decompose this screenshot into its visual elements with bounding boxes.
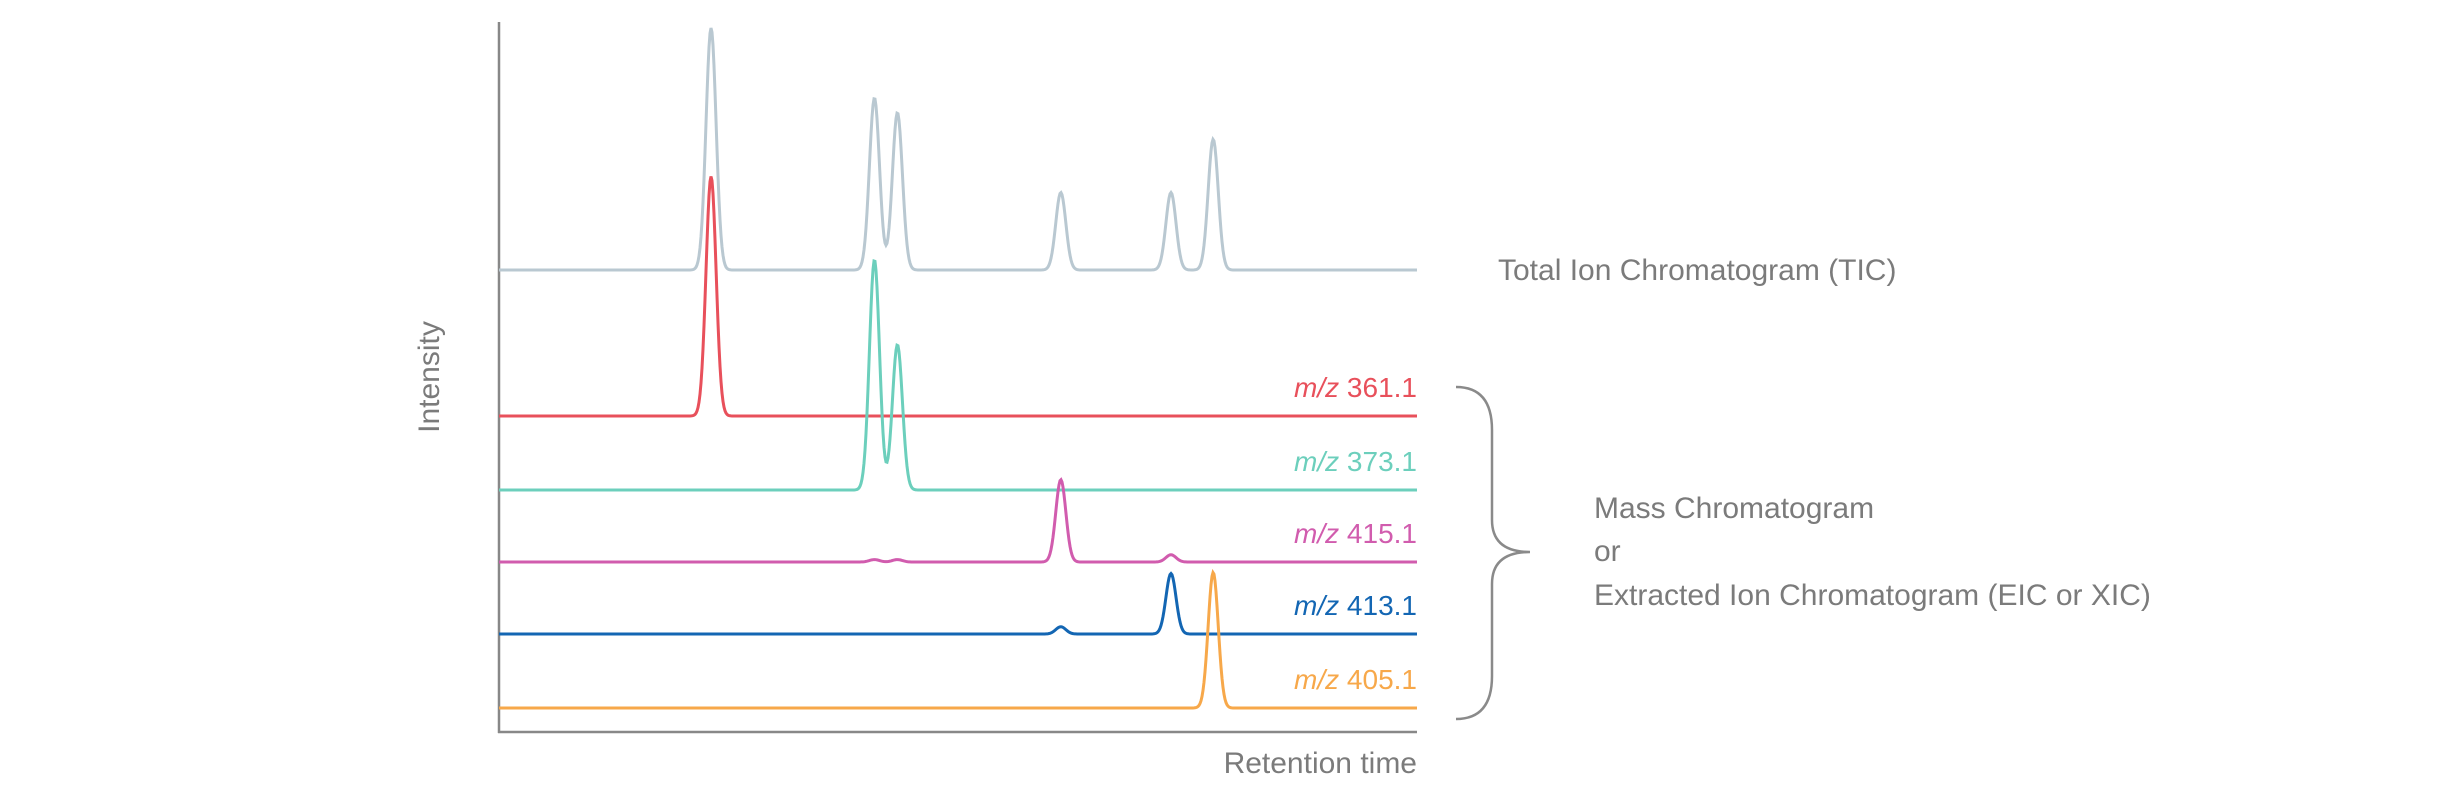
trace (499, 568, 1417, 710)
series-label: m/z 373.1 (1294, 446, 1417, 477)
x-axis-label: Retention time (1224, 747, 1417, 780)
trace (499, 27, 1417, 272)
annotation: or (1594, 535, 1621, 568)
series-label: m/z 415.1 (1294, 518, 1417, 549)
annotation: Extracted Ion Chromatogram (EIC or XIC) (1594, 579, 2151, 612)
trace (499, 571, 1417, 636)
series-label: m/z 361.1 (1294, 372, 1417, 403)
series-label: m/z 413.1 (1294, 590, 1417, 621)
trace (499, 477, 1417, 564)
trace (499, 176, 1417, 418)
series-label: m/z 405.1 (1294, 664, 1417, 695)
series-label: Total Ion Chromatogram (TIC) (1498, 254, 1896, 287)
y-axis-label: Intensity (413, 321, 446, 433)
annotation: Mass Chromatogram (1594, 492, 1874, 525)
brace (1455, 385, 1531, 721)
trace (499, 259, 1417, 492)
